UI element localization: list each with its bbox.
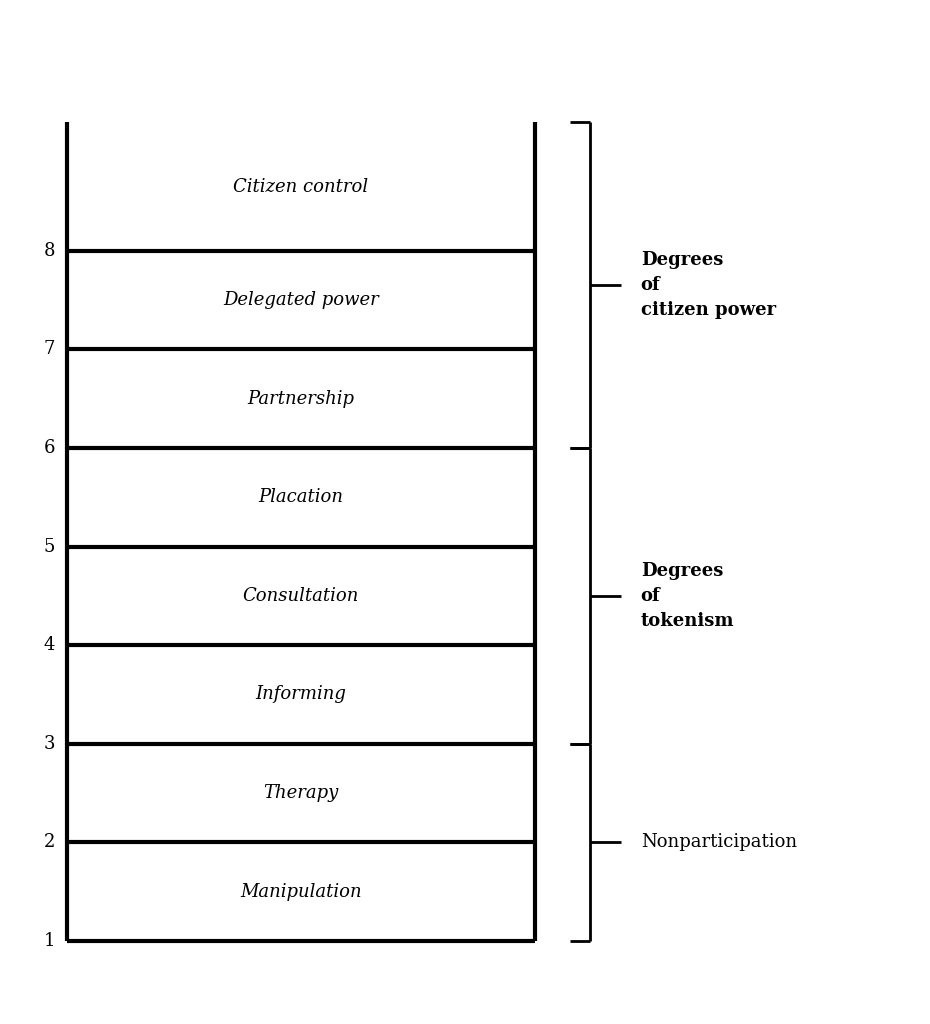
Text: 4: 4 [44,636,55,654]
Text: Nonparticipation: Nonparticipation [641,834,797,851]
Text: 3: 3 [44,735,55,753]
Text: Therapy: Therapy [263,784,339,802]
Text: 1: 1 [44,932,55,950]
Text: 8: 8 [44,242,55,260]
Text: Manipulation: Manipulation [240,883,362,901]
Text: Consultation: Consultation [243,587,359,605]
Text: Delegated power: Delegated power [223,291,379,309]
Text: 6: 6 [44,439,55,457]
Text: Degrees
of
tokenism: Degrees of tokenism [641,562,735,630]
Text: Informing: Informing [256,685,346,703]
Text: 2: 2 [44,834,55,851]
Text: Placation: Placation [259,488,343,506]
Text: Citizen control: Citizen control [233,177,368,196]
Text: Degrees
of
citizen power: Degrees of citizen power [641,251,776,319]
Text: Partnership: Partnership [247,389,354,408]
Text: 7: 7 [44,340,55,358]
Text: 5: 5 [44,538,55,555]
